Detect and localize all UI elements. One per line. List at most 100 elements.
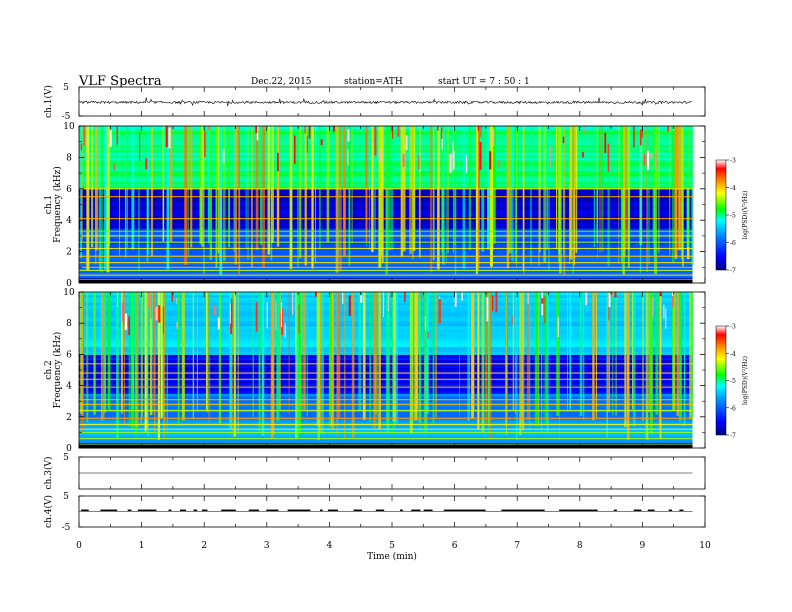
freq-band-row (79, 440, 693, 444)
sferic-streak (150, 126, 154, 257)
sferic-streak (508, 126, 512, 254)
sferic-streak (632, 292, 634, 410)
y-tick-label: 4 (66, 382, 72, 392)
colorbar-tick-label: -7 (730, 268, 736, 275)
sferic-streak (161, 292, 164, 418)
sferic-streak (131, 126, 135, 250)
sferic-streak (400, 126, 404, 257)
ch4-pulse-block (127, 509, 132, 511)
sferic-streak (649, 292, 653, 435)
hotspot-streak (441, 132, 443, 149)
hotspot-streak (128, 316, 130, 336)
sferic-streak (258, 292, 261, 431)
sferic-streak (295, 292, 298, 438)
narrowband-line (79, 235, 693, 237)
freq-band-row (79, 424, 693, 428)
sferic-streak (100, 126, 103, 273)
hotspot-streak (392, 126, 394, 139)
sferic-streak (623, 126, 626, 257)
hotspot-streak (281, 308, 284, 335)
sferic-streak (280, 292, 281, 411)
hotspot-streak (204, 131, 206, 157)
sferic-streak (409, 292, 413, 434)
narrowband-line (79, 386, 693, 388)
sferic-streak (599, 126, 601, 254)
sferic-streak (538, 126, 540, 266)
sferic-streak (437, 126, 440, 270)
hotspot-streak (418, 154, 420, 170)
sferic-streak (419, 292, 422, 431)
sferic-streak (452, 126, 454, 254)
sferic-streak (652, 126, 656, 244)
sferic-streak (432, 292, 435, 424)
sferic-streak (471, 292, 475, 419)
sferic-streak (492, 126, 496, 244)
dc-band (79, 444, 693, 448)
spectrogram-layer (79, 126, 694, 449)
x-tick-label: 8 (577, 541, 583, 551)
freq-band-row (79, 370, 693, 374)
sferic-streak (679, 292, 682, 421)
ch4-pulse-block (443, 509, 486, 511)
hotspot-streak (654, 150, 657, 169)
hotspot-streak (402, 154, 405, 167)
hotspot-streak (639, 129, 642, 146)
sferic-streak (362, 292, 366, 420)
sferic-streak (140, 292, 142, 425)
ch4-pulse-block (411, 509, 421, 511)
sferic-streak (627, 292, 630, 440)
sferic-streak (378, 292, 381, 430)
sferic-streak (270, 126, 274, 243)
y-tick-label: 6 (66, 185, 72, 195)
sferic-streak (80, 126, 83, 259)
sferic-streak (447, 126, 449, 254)
colorbar-tick-label: -5 (730, 213, 736, 220)
sferic-streak (412, 126, 414, 259)
narrowband-line (79, 438, 693, 440)
sferic-streak (79, 292, 83, 414)
ch1-waveform-trace (78, 97, 692, 107)
hotspot-streak (397, 126, 400, 137)
sferic-streak (593, 126, 595, 248)
sferic-streak (276, 126, 280, 247)
narrowband-line (79, 230, 693, 232)
hotspot-streak (492, 295, 494, 311)
x-tick-label: 0 (76, 541, 82, 551)
sferic-streak (415, 292, 418, 410)
ch4-pulse-block (248, 509, 260, 511)
hotspot-streak (116, 292, 118, 308)
sferic-streak (166, 126, 170, 270)
hotspot-streak (477, 126, 480, 131)
hotspot-streak (255, 126, 258, 134)
ch4-pulse-block (423, 509, 433, 511)
freq-band-row (79, 396, 693, 400)
sferic-streak (426, 292, 428, 433)
ch3-waveform-ylabel: ch.3(V) (43, 457, 54, 490)
sferic-streak (412, 292, 415, 424)
header-date: Dec.22, 2015 (251, 77, 312, 87)
sferic-streak (108, 126, 111, 246)
sferic-streak (624, 126, 627, 249)
freq-band-row (79, 341, 693, 345)
hotspot-streak (479, 142, 482, 170)
y-tick-label: 5 (63, 492, 69, 502)
hotspot-streak (489, 151, 492, 170)
sferic-streak (512, 292, 515, 411)
sferic-streak (205, 292, 208, 411)
sferic-streak (218, 292, 222, 424)
sferic-streak (358, 292, 362, 411)
hotspot-streak (454, 292, 457, 307)
sferic-streak (485, 292, 488, 423)
sferic-streak (689, 292, 692, 419)
sferic-streak (441, 126, 444, 259)
sferic-streak (690, 292, 694, 421)
sferic-streak (369, 292, 372, 422)
freq-band-row (79, 406, 693, 410)
hotspot-streak (480, 126, 482, 138)
freq-band-row (79, 292, 693, 296)
sferic-streak (506, 292, 508, 422)
hotspot-streak (465, 155, 468, 173)
sferic-streak (93, 292, 96, 415)
sferic-streak (306, 292, 309, 417)
sferic-streak (680, 126, 684, 260)
